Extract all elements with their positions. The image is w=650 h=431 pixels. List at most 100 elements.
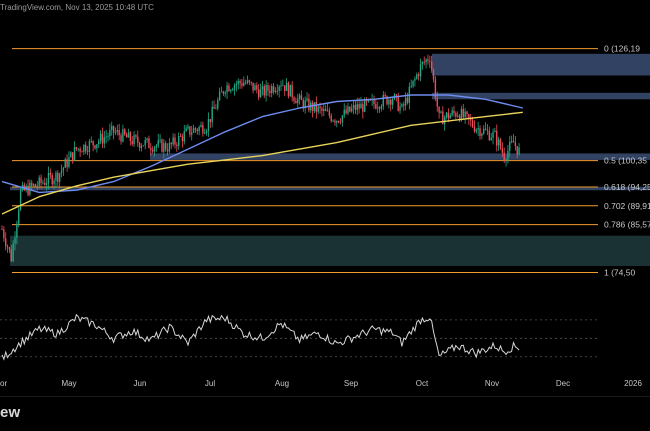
candle-body xyxy=(241,83,243,86)
candle-body xyxy=(503,152,505,161)
candle-body xyxy=(468,114,470,119)
candle-body xyxy=(326,110,329,112)
candle-body xyxy=(429,61,431,62)
candle-body xyxy=(304,100,306,109)
candle-body xyxy=(349,106,351,112)
candle-body xyxy=(151,149,154,152)
candle-body xyxy=(306,98,308,101)
candle-body xyxy=(337,120,340,123)
fib-label-0: 0 (126,19 xyxy=(604,44,640,54)
candle-body xyxy=(137,136,139,143)
candle-body xyxy=(269,90,271,94)
candle-body xyxy=(178,135,180,147)
candle-body xyxy=(492,131,494,138)
candle-body xyxy=(265,85,267,96)
candle-body xyxy=(490,137,492,141)
footer-bar: ew xyxy=(0,396,650,431)
candle-body xyxy=(440,111,442,113)
candle-body xyxy=(417,74,420,77)
candle-body xyxy=(397,95,399,111)
candle-body xyxy=(421,61,424,64)
candle-body xyxy=(412,80,414,87)
candle-body xyxy=(185,128,187,132)
candle-body xyxy=(445,112,448,118)
candle-body xyxy=(287,82,290,97)
candle-body xyxy=(45,183,48,185)
candle-body xyxy=(308,98,310,111)
candle-body xyxy=(218,91,221,101)
candle-body xyxy=(391,99,394,105)
candle-body xyxy=(406,97,409,103)
candle-body xyxy=(220,91,223,93)
x-tick-label-3: Jul xyxy=(205,379,215,388)
candle-body xyxy=(34,184,37,187)
candle-body xyxy=(3,229,5,239)
candle-body xyxy=(131,141,133,145)
candle-body xyxy=(120,135,122,142)
candle-body xyxy=(40,177,42,183)
candle-body xyxy=(99,133,102,142)
candle-body xyxy=(451,110,453,116)
zone-supply-0 xyxy=(432,53,650,76)
candle-body xyxy=(496,130,498,146)
candle-body xyxy=(375,104,377,109)
candle-body xyxy=(79,148,81,152)
candle-body xyxy=(497,139,500,146)
x-tick-label-6: Oct xyxy=(416,379,429,388)
candle-body xyxy=(395,94,398,96)
candle-body xyxy=(27,186,29,195)
candle-body xyxy=(280,85,282,87)
candle-body xyxy=(8,247,11,250)
candle-body xyxy=(217,100,219,109)
candle-body xyxy=(302,100,305,109)
candle-body xyxy=(68,157,70,167)
candle-body xyxy=(18,209,20,224)
price-chart: 0 (126,19 0.5 (100,35 0.618 (94,25 0.702 (8… xyxy=(0,44,650,388)
candle-body xyxy=(226,85,228,93)
fib-label-0.618: 0.618 (94,25 xyxy=(604,182,650,192)
candle-body xyxy=(360,103,362,109)
candle-body xyxy=(138,142,141,148)
candle-body xyxy=(114,131,117,133)
candle-body xyxy=(222,91,225,94)
candle-body xyxy=(373,99,375,105)
candle-body xyxy=(47,172,50,184)
candle-body xyxy=(209,119,212,123)
candle-body xyxy=(166,149,169,152)
candle-body xyxy=(323,109,325,111)
candle-body xyxy=(244,82,247,84)
candle-body xyxy=(404,97,407,106)
candle-body xyxy=(321,108,323,111)
candle-body xyxy=(257,89,260,98)
candle-body xyxy=(425,59,427,63)
candle-body xyxy=(248,80,251,83)
candle-body xyxy=(38,177,40,186)
fib-label-0.5: 0.5 (100,35 xyxy=(604,156,647,166)
candle-body xyxy=(259,88,262,98)
candle-body xyxy=(263,86,265,96)
candle-body xyxy=(183,131,185,142)
candle-body xyxy=(205,130,208,133)
candle-body xyxy=(272,86,275,92)
candle-body xyxy=(135,135,137,137)
candle-body xyxy=(382,94,384,107)
candle-body xyxy=(484,128,487,130)
candle-body xyxy=(75,147,78,150)
candle-body xyxy=(90,140,92,142)
candle-body xyxy=(157,140,159,146)
candle-body xyxy=(70,152,72,158)
candle-body xyxy=(507,150,509,160)
candle-body xyxy=(284,85,286,91)
candle-body xyxy=(256,85,258,90)
candle-body xyxy=(512,140,515,143)
candle-body xyxy=(377,107,379,109)
candle-body xyxy=(438,106,440,113)
candle-body xyxy=(486,129,489,131)
candle-body xyxy=(384,94,386,97)
candle-body xyxy=(58,173,61,182)
moving-average-line-1 xyxy=(1,111,523,215)
candle-body xyxy=(364,99,366,112)
candle-body xyxy=(343,109,345,116)
candle-body xyxy=(144,140,146,146)
zone-supply-1 xyxy=(432,92,650,100)
